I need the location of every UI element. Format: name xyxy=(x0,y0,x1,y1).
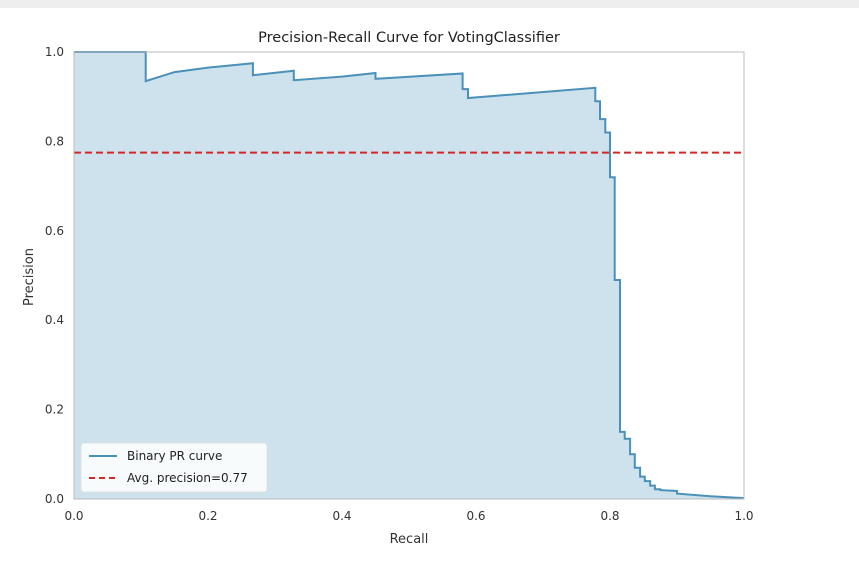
legend-box xyxy=(80,442,268,493)
legend-curve-label: Binary PR curve xyxy=(127,449,222,463)
pr-curve-area xyxy=(74,52,744,499)
notebook-top-bar xyxy=(0,0,859,8)
y-axis-label: Precision xyxy=(22,248,37,306)
x-tick-label: 0.0 xyxy=(64,509,83,523)
y-tick-label: 0.0 xyxy=(45,492,64,506)
y-tick-label: 0.6 xyxy=(45,224,64,238)
x-tick-label: 0.2 xyxy=(198,509,217,523)
pr-curve-line xyxy=(74,51,745,500)
chart-title: Precision-Recall Curve for VotingClassif… xyxy=(258,30,560,46)
y-tick-label: 0.8 xyxy=(45,134,64,148)
plot-frame xyxy=(73,51,745,500)
legend: Binary PR curve Avg. precision=0.77 xyxy=(80,442,268,493)
x-tick-label: 0.8 xyxy=(600,509,619,523)
y-tick-label: 1.0 xyxy=(45,45,64,59)
x-axis-label: Recall xyxy=(390,532,429,547)
y-tick-label: 0.2 xyxy=(45,403,64,417)
x-tick-label: 1.0 xyxy=(734,509,753,523)
y-tick-label: 0.4 xyxy=(45,313,64,327)
legend-avg-label: Avg. precision=0.77 xyxy=(127,471,248,485)
x-tick-label: 0.4 xyxy=(332,509,351,523)
x-tick-label: 0.6 xyxy=(466,509,485,523)
